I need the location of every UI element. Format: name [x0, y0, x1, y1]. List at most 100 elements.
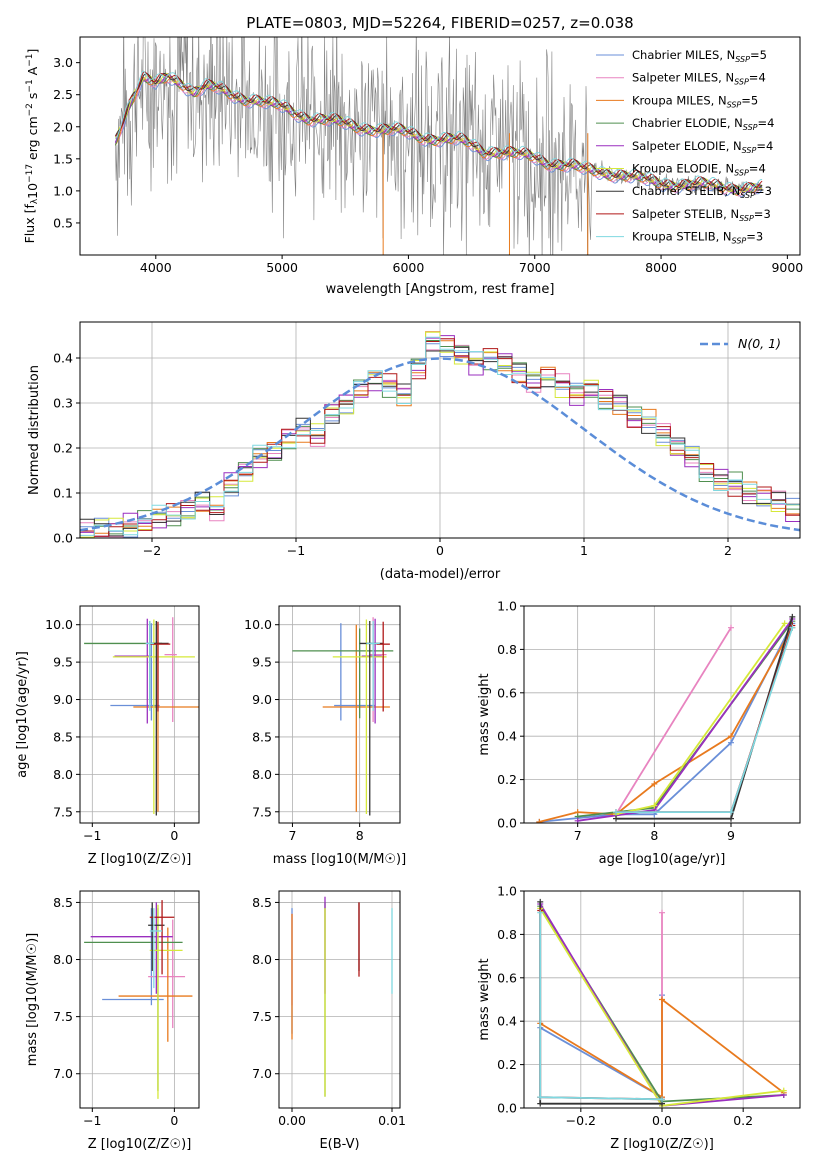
legend-model-name: Chabrier MILES — [632, 48, 719, 62]
x-tick-label: 8000 — [645, 260, 677, 275]
y-tick-label: 0.4 — [497, 1014, 517, 1029]
legend-nssp: 5 — [760, 48, 767, 62]
y-tick-label: 1.5 — [53, 151, 73, 166]
legend-model-name: Kroupa ELODIE — [632, 162, 718, 176]
axes-residuals: −2 −1 0 1 2 0.0 0.1 0.2 0.3 0.4 N(0, 1) (data-model… — [27, 321, 801, 582]
x-tick-label: 0 — [436, 543, 444, 558]
mass-weight-point — [728, 815, 734, 822]
mass-weight-point — [789, 613, 796, 620]
mass-weight-point — [728, 739, 734, 746]
legend-sep: , N — [727, 116, 743, 130]
plot-area-mass-vs-ebv — [291, 896, 393, 1097]
y-tick-label: 0.0 — [497, 816, 517, 831]
x-axis-label: mass [log10(M/M☉)] — [273, 852, 406, 867]
y-axis-label-part: erg cm — [25, 116, 40, 164]
mass-weight-point — [537, 909, 544, 916]
y-tick-label: 0.6 — [497, 685, 517, 700]
y-tick-label: 7.5 — [53, 1009, 73, 1024]
residual-histogram-step — [80, 340, 800, 535]
y-axis-label-part: −1 — [25, 54, 35, 67]
legend-eq: = — [741, 93, 751, 107]
axes-frame — [79, 36, 801, 256]
x-axis-label: age [log10(age/yr)] — [599, 852, 726, 867]
legend-model-name: Salpeter MILES — [632, 71, 718, 85]
y-axis-label-part: λ — [30, 198, 40, 204]
x-tick-label: 5000 — [266, 260, 298, 275]
legend-eq: = — [746, 230, 756, 244]
y-tick-label: 3.0 — [53, 55, 73, 70]
y-tick-label: 0.0 — [53, 531, 73, 546]
legend-eq: = — [749, 162, 759, 176]
legend-subscript: SSP — [735, 55, 750, 64]
y-tick-label: 0.8 — [497, 927, 517, 942]
legend-model-name: Kroupa STELIB — [632, 230, 716, 244]
model-spectrum-line — [115, 77, 763, 196]
legend-nssp: 3 — [756, 230, 763, 244]
legend-nssp: 4 — [758, 71, 765, 85]
residual-histogram-step — [80, 331, 800, 538]
y-axis-label-part: ] — [25, 49, 40, 54]
y-tick-label: 0.0 — [497, 1101, 517, 1116]
legend-model-name: Salpeter STELIB — [632, 207, 723, 221]
legend-sep: , N — [718, 71, 734, 85]
y-tick-label: 1.0 — [497, 884, 517, 899]
y-axis-label: Flux [fλ10−17 erg cm−2 s−1 A−1] — [22, 49, 40, 244]
y-axis-label-part: A — [25, 66, 40, 79]
y-axis-label-part: Flux [f — [22, 204, 37, 244]
plot-area-residuals — [80, 331, 800, 538]
legend-subscript: SSP — [734, 169, 749, 178]
y-tick-label: 2.0 — [53, 119, 73, 134]
axes-mass-vs-z: −1 0 7.0 7.5 8.0 8.5 Z [log10(Z/Z☉)] mass [log1… — [25, 890, 200, 1152]
y-tick-label: 1.0 — [53, 183, 73, 198]
mass-weight-point — [537, 1094, 544, 1101]
mass-weight-point — [537, 1100, 544, 1107]
legend-label: Kroupa MILES, NSSP=5 — [632, 93, 758, 109]
y-tick-label: 8.5 — [252, 729, 272, 744]
y-tick-label: 9.0 — [252, 692, 272, 707]
residual-histogram-step — [80, 336, 800, 536]
y-tick-label: 7.0 — [53, 1066, 73, 1081]
axes-frame — [79, 890, 200, 1109]
legend-nssp: 3 — [765, 184, 772, 198]
legend-label: Chabrier ELODIE, NSSP=4 — [632, 116, 774, 132]
legend-eq: = — [754, 207, 764, 221]
mass-weight-point — [536, 818, 543, 823]
y-tick-label: 2.5 — [53, 87, 73, 102]
x-tick-label: 8 — [650, 828, 658, 843]
axes-frame — [278, 890, 401, 1109]
y-tick-label: 0.3 — [53, 396, 73, 411]
legend-eq: = — [758, 116, 768, 130]
normal-distribution-curve — [80, 357, 800, 532]
legend-label: N(0, 1) — [738, 336, 781, 351]
x-axis-label: Z [log10(Z/Z☉)] — [610, 1137, 714, 1152]
legend-eq: = — [750, 48, 760, 62]
x-tick-label: −1 — [83, 828, 101, 843]
y-tick-label: 0.1 — [53, 486, 73, 501]
legend-sep: , N — [711, 93, 727, 107]
y-axis-label: age [log10(age/yr)] — [15, 651, 30, 778]
legend-label: Salpeter ELODIE, NSSP=4 — [632, 139, 773, 155]
residual-histogram-step — [80, 335, 800, 537]
mass-weight-line — [539, 997, 785, 1099]
y-axis-label: mass [log10(M/M☉)] — [25, 933, 40, 1066]
legend-subscript: SSP — [739, 214, 754, 223]
residual-histogram-step — [80, 338, 800, 537]
mass-weight-point — [659, 1096, 665, 1103]
y-axis-label-part: −2 — [25, 103, 35, 116]
x-axis-label: E(B-V) — [319, 1137, 359, 1152]
x-tick-label: 4000 — [140, 260, 172, 275]
legend-sep: , N — [724, 184, 740, 198]
plot-area-age-vs-z — [84, 617, 199, 816]
legend-label: Chabrier MILES, NSSP=5 — [632, 48, 767, 64]
axes-age-vs-mass: 7 8 7.5 8.0 8.5 9.0 9.5 10.0 mass [log10(M/M☉)] — [244, 605, 406, 867]
mass-weight-line — [615, 627, 732, 815]
y-tick-label: 0.4 — [497, 729, 517, 744]
y-tick-label: 8.0 — [53, 767, 73, 782]
x-tick-label: 6000 — [393, 260, 425, 275]
legend-label: Salpeter MILES, NSSP=4 — [632, 71, 766, 87]
axes-age-vs-z: −1 0 7.5 8.0 8.5 9.0 9.5 10.0 Z [log10(Z/Z☉)] age… — [15, 605, 200, 867]
mass-weight-point — [651, 802, 658, 809]
legend-nssp: 4 — [758, 162, 765, 176]
mass-weight-line — [616, 625, 794, 813]
